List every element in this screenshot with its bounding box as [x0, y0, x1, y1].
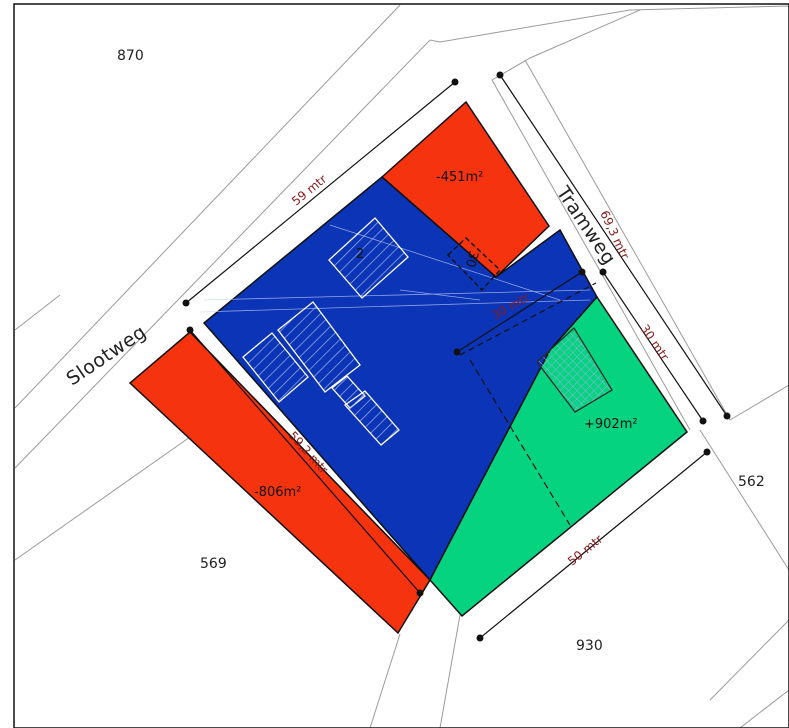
dimension-markers — [182, 71, 731, 642]
building-6 — [536, 326, 613, 413]
parcel-green — [429, 295, 689, 618]
dimension-lines — [185, 74, 728, 639]
building-2 — [277, 301, 361, 393]
building-5 — [344, 390, 400, 446]
area-label-top-red: -451m² — [436, 170, 483, 185]
parcel-569-label: 569 — [200, 556, 227, 572]
building-mark-2: 2 — [356, 247, 364, 262]
building-1 — [328, 217, 409, 299]
building-3 — [242, 332, 309, 403]
map-frame — [13, 3, 789, 728]
parcel-930-label: 930 — [576, 638, 603, 654]
building-mark-30: 30 — [462, 249, 481, 269]
area-label-left-red: -806m² — [254, 485, 301, 500]
parcel-562-label: 562 — [738, 474, 765, 490]
road-lines — [14, 4, 789, 728]
parcel-870-label: 870 — [117, 48, 144, 64]
area-label-green: +902m² — [584, 417, 638, 432]
buildings — [242, 217, 613, 446]
dashed-outlines — [447, 237, 597, 526]
